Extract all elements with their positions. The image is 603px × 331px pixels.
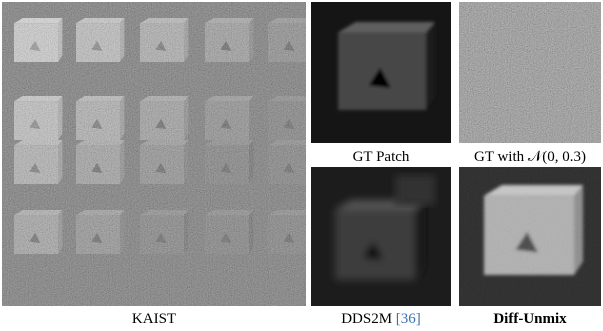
noise — [459, 2, 601, 143]
image-panel — [459, 167, 601, 306]
citation: [36] — [396, 311, 421, 327]
caption: KAIST — [132, 311, 176, 327]
image-panel — [311, 167, 451, 306]
shape — [426, 22, 435, 110]
cube — [338, 22, 435, 110]
image-panel — [459, 2, 601, 143]
shape — [415, 200, 423, 280]
caption: DDS2M [36] — [341, 311, 421, 327]
image-panel — [311, 2, 451, 143]
caption-text: DDS2M — [341, 311, 392, 327]
noise — [459, 167, 601, 306]
caption: Diff-Unmix — [493, 311, 567, 327]
figure: KAIST GT Patch GT with 𝒩(0, 0.3) DDS2M [… — [0, 0, 603, 331]
caption: GT with 𝒩(0, 0.3) — [474, 149, 586, 165]
image-panel — [2, 2, 316, 306]
noise — [2, 2, 306, 306]
page: {"panels": [ {"caption": "KAIST"}, {"cap… — [0, 0, 603, 331]
caption: GT Patch — [353, 149, 410, 165]
blob — [395, 175, 435, 205]
cube — [335, 200, 423, 280]
